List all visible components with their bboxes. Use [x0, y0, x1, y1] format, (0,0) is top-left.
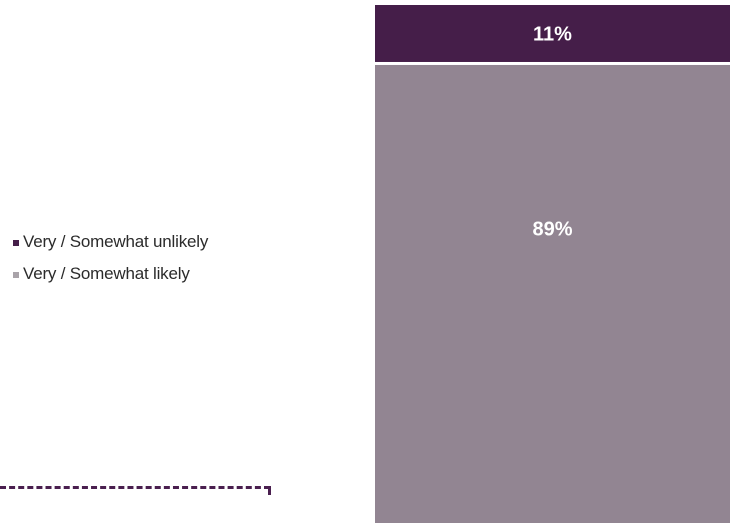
- data-label-0: 11%: [533, 23, 572, 45]
- dashed-divider: [0, 486, 270, 489]
- bar-segment-1: [375, 64, 730, 523]
- legend-swatch-unlikely: [13, 240, 19, 246]
- legend-item-likely: Very / Somewhat likely: [13, 262, 208, 286]
- bar-segment-0: [375, 5, 730, 62]
- data-label-1: 89%: [532, 218, 572, 240]
- legend: Very / Somewhat unlikely Very / Somewhat…: [13, 230, 208, 294]
- legend-swatch-likely: [13, 272, 19, 278]
- legend-item-unlikely: Very / Somewhat unlikely: [13, 230, 208, 254]
- legend-label-likely: Very / Somewhat likely: [23, 264, 190, 283]
- dashed-divider-end: [268, 486, 271, 495]
- legend-label-unlikely: Very / Somewhat unlikely: [23, 232, 209, 251]
